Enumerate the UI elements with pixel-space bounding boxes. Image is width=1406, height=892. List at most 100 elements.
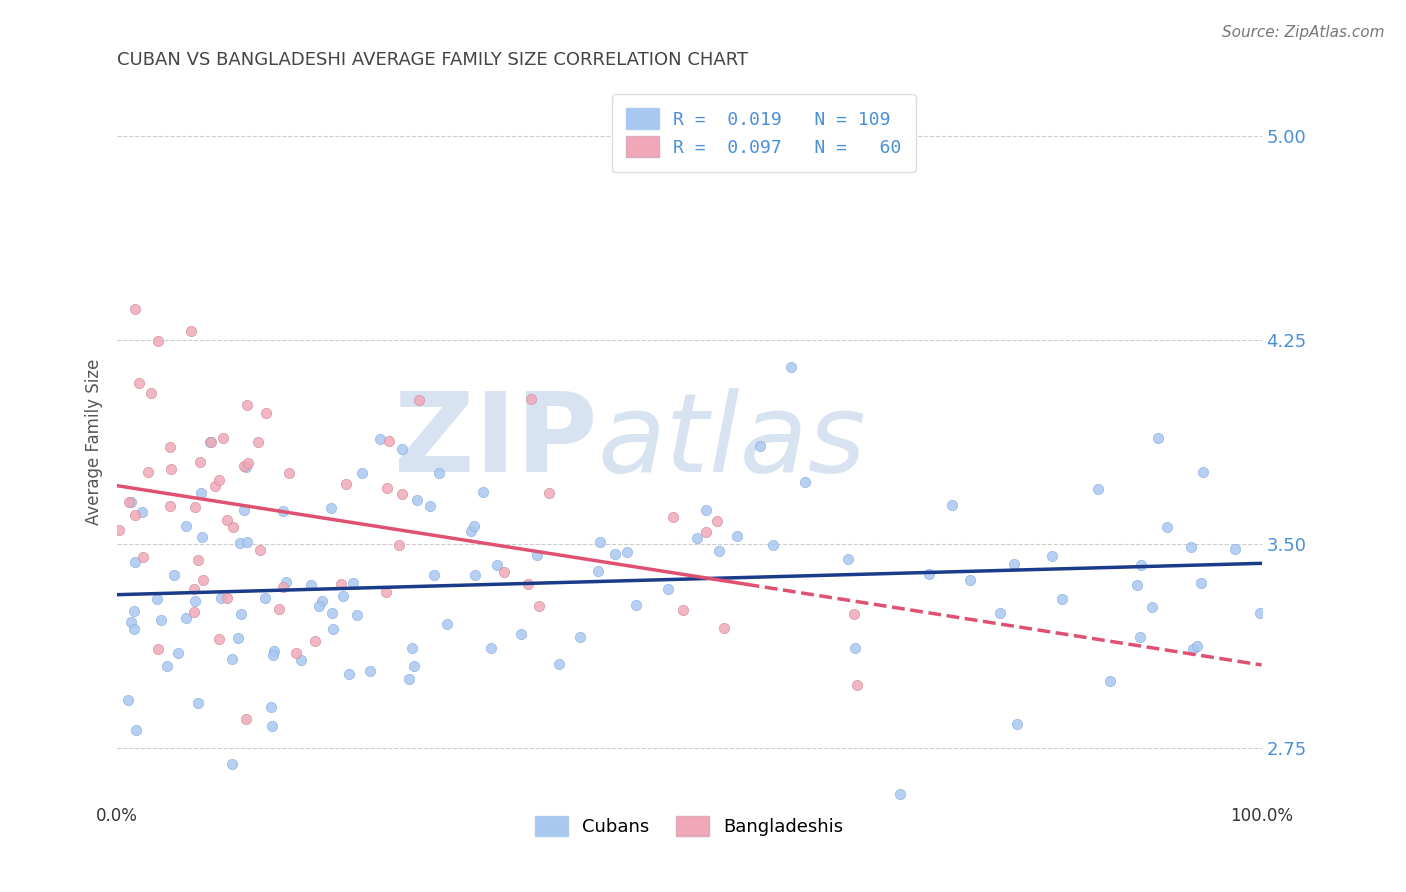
- Point: [233, 503, 256, 517]
- Point: [713, 621, 735, 635]
- Point: [160, 462, 183, 476]
- Point: [235, 398, 257, 412]
- Point: [271, 503, 294, 517]
- Point: [748, 439, 770, 453]
- Point: [1125, 578, 1147, 592]
- Point: [706, 514, 728, 528]
- Point: [671, 602, 693, 616]
- Text: Source: ZipAtlas.com: Source: ZipAtlas.com: [1222, 25, 1385, 40]
- Point: [1146, 431, 1168, 445]
- Point: [589, 534, 612, 549]
- Point: [1130, 558, 1153, 572]
- Point: [229, 536, 252, 550]
- Point: [183, 605, 205, 619]
- Point: [460, 524, 482, 538]
- Point: [436, 617, 458, 632]
- Point: [187, 696, 209, 710]
- Point: [1140, 600, 1163, 615]
- Point: [918, 567, 941, 582]
- Point: [122, 622, 145, 636]
- Point: [204, 479, 226, 493]
- Point: [249, 542, 271, 557]
- Point: [547, 657, 569, 671]
- Point: [538, 486, 561, 500]
- Point: [616, 545, 638, 559]
- Point: [299, 577, 322, 591]
- Point: [398, 672, 420, 686]
- Point: [163, 568, 186, 582]
- Point: [200, 434, 222, 449]
- Point: [156, 659, 179, 673]
- Point: [941, 498, 963, 512]
- Point: [526, 548, 548, 562]
- Point: [391, 487, 413, 501]
- Point: [1002, 558, 1025, 572]
- Point: [588, 565, 610, 579]
- Point: [368, 432, 391, 446]
- Point: [229, 607, 252, 622]
- Point: [260, 719, 283, 733]
- Point: [263, 644, 285, 658]
- Point: [174, 519, 197, 533]
- Point: [108, 523, 131, 537]
- Point: [1192, 466, 1215, 480]
- Point: [657, 582, 679, 596]
- Point: [184, 500, 207, 515]
- Point: [1156, 520, 1178, 534]
- Point: [419, 500, 441, 514]
- Point: [124, 508, 146, 523]
- Point: [427, 466, 450, 480]
- Point: [120, 495, 142, 509]
- Point: [1005, 717, 1028, 731]
- Point: [695, 525, 717, 540]
- Text: atlas: atlas: [598, 388, 866, 495]
- Point: [516, 577, 538, 591]
- Point: [208, 632, 231, 646]
- Point: [132, 550, 155, 565]
- Point: [388, 538, 411, 552]
- Point: [709, 543, 731, 558]
- Point: [208, 473, 231, 487]
- Point: [274, 574, 297, 589]
- Point: [780, 359, 803, 374]
- Point: [332, 589, 354, 603]
- Point: [226, 631, 249, 645]
- Point: [520, 392, 543, 407]
- Point: [695, 503, 717, 517]
- Point: [319, 501, 342, 516]
- Point: [406, 492, 429, 507]
- Point: [529, 599, 551, 613]
- Point: [1189, 576, 1212, 591]
- Point: [464, 567, 486, 582]
- Point: [346, 608, 368, 623]
- Point: [624, 598, 647, 612]
- Point: [471, 484, 494, 499]
- Point: [254, 591, 277, 605]
- Point: [308, 599, 330, 613]
- Point: [125, 723, 148, 737]
- Point: [235, 535, 257, 549]
- Point: [479, 641, 502, 656]
- Point: [889, 787, 911, 801]
- Point: [725, 529, 748, 543]
- Point: [184, 594, 207, 608]
- Point: [1249, 607, 1271, 621]
- Point: [235, 712, 257, 726]
- Point: [686, 531, 709, 545]
- Point: [988, 606, 1011, 620]
- Point: [391, 442, 413, 456]
- Point: [148, 641, 170, 656]
- Point: [375, 481, 398, 495]
- Point: [117, 693, 139, 707]
- Point: [510, 626, 533, 640]
- Point: [378, 434, 401, 448]
- Point: [1181, 642, 1204, 657]
- Point: [463, 519, 485, 533]
- Point: [844, 640, 866, 655]
- Point: [603, 547, 626, 561]
- Point: [122, 604, 145, 618]
- Point: [174, 610, 197, 624]
- Point: [254, 406, 277, 420]
- Point: [1099, 673, 1122, 688]
- Point: [837, 552, 859, 566]
